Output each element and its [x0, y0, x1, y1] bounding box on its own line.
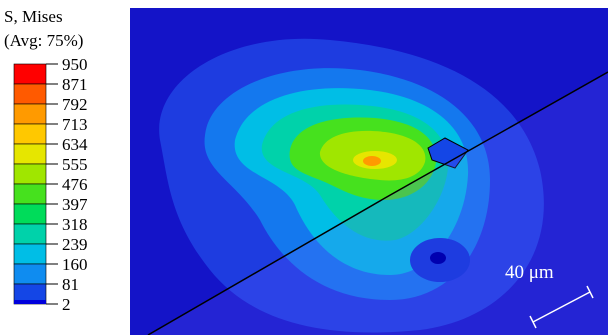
scale-label: 40 μm	[505, 262, 554, 283]
legend-swatch	[14, 64, 46, 84]
legend-swatch	[14, 300, 46, 304]
legend-swatch	[14, 204, 46, 224]
legend-label: 713	[62, 115, 88, 134]
legend-swatch	[14, 184, 46, 204]
legend-label: 634	[62, 135, 88, 154]
legend-swatch	[14, 224, 46, 244]
legend-swatch	[14, 84, 46, 104]
legend-label: 2	[62, 295, 71, 314]
legend-label: 318	[62, 215, 88, 234]
legend-label: 160	[62, 255, 88, 274]
legend-swatch	[14, 144, 46, 164]
legend-title: S, Mises	[4, 7, 63, 26]
legend-label: 397	[62, 195, 88, 214]
legend-swatch	[14, 104, 46, 124]
legend-label: 792	[62, 95, 88, 114]
legend-label: 239	[62, 235, 88, 254]
contour-view: 40 μm S, Mises (Avg: 75%) 95087179271363…	[0, 0, 608, 335]
legend-subtitle: (Avg: 75%)	[4, 31, 83, 50]
legend-swatch	[14, 244, 46, 264]
contour	[430, 252, 446, 264]
legend-label: 81	[62, 275, 79, 294]
legend-label: 950	[62, 55, 88, 74]
legend-label: 871	[62, 75, 88, 94]
legend-swatch	[14, 264, 46, 284]
legend-label: 476	[62, 175, 88, 194]
legend-swatch	[14, 124, 46, 144]
legend-label: 555	[62, 155, 88, 174]
contour	[363, 156, 381, 166]
legend-swatch	[14, 164, 46, 184]
model: 40 μm	[130, 8, 608, 335]
page: 40 μm S, Mises (Avg: 75%) 95087179271363…	[0, 0, 608, 335]
